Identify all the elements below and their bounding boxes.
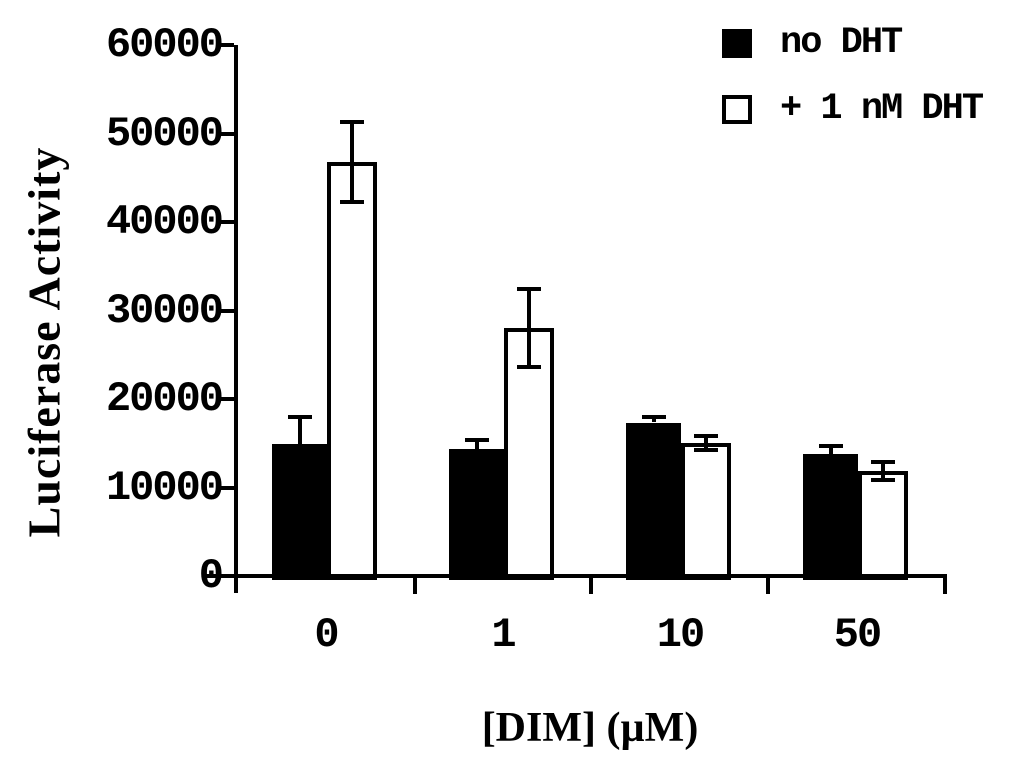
x-tick bbox=[589, 578, 593, 594]
error-bar-line bbox=[527, 290, 531, 366]
error-bar-line bbox=[652, 418, 656, 422]
x-tick-label: 0 bbox=[314, 611, 339, 659]
error-bar-cap-top bbox=[819, 444, 843, 448]
y-tick-label: 20000 bbox=[105, 375, 224, 423]
error-bar-line bbox=[704, 437, 708, 449]
error-bar-cap-top bbox=[340, 120, 364, 124]
error-bar-cap-bottom bbox=[340, 200, 364, 204]
error-bar-cap-top bbox=[642, 415, 666, 419]
y-tick bbox=[218, 220, 234, 224]
bar-no-dht-0 bbox=[272, 444, 327, 580]
error-bar-line bbox=[298, 418, 302, 445]
y-tick-label: 10000 bbox=[105, 464, 224, 512]
y-tick-label: 50000 bbox=[105, 110, 224, 158]
legend-label-dht: + 1 nM DHT bbox=[780, 88, 984, 130]
x-tick-label: 1 bbox=[491, 611, 516, 659]
y-axis-line bbox=[234, 45, 238, 593]
legend-item-no-dht: no DHT bbox=[722, 22, 982, 64]
error-bar-line bbox=[881, 463, 885, 479]
legend-swatch-filled-square-icon bbox=[722, 28, 752, 58]
x-axis-title: [DIM] (µM) bbox=[481, 705, 699, 751]
x-tick bbox=[766, 578, 770, 594]
y-tick bbox=[206, 574, 234, 578]
legend: no DHT + 1 nM DHT bbox=[722, 22, 984, 158]
x-axis-line bbox=[234, 574, 947, 578]
legend-swatch-open-square-icon bbox=[722, 94, 752, 124]
legend-label-no-dht: no DHT bbox=[780, 22, 903, 64]
y-tick-label: 40000 bbox=[105, 198, 224, 246]
error-bar-cap-top bbox=[871, 460, 895, 464]
error-bar-cap-top bbox=[288, 415, 312, 419]
error-bar-line bbox=[829, 447, 833, 454]
bar-no-dht-50 bbox=[803, 454, 858, 580]
y-tick bbox=[218, 132, 234, 136]
error-bar-line bbox=[475, 441, 479, 449]
y-tick-label: 60000 bbox=[105, 21, 224, 69]
error-bar-line bbox=[350, 123, 354, 201]
bar-dht-0 bbox=[327, 162, 377, 580]
y-tick-label: 30000 bbox=[105, 287, 224, 335]
y-tick bbox=[218, 43, 234, 47]
bar-dht-50 bbox=[858, 471, 908, 580]
legend-item-dht: + 1 nM DHT bbox=[722, 88, 984, 130]
y-tick-label: 0 bbox=[198, 552, 224, 600]
error-bar-cap-top bbox=[517, 287, 541, 291]
x-tick-label: 50 bbox=[833, 611, 882, 659]
y-tick bbox=[218, 397, 234, 401]
error-bar-cap-bottom bbox=[694, 448, 718, 452]
error-bar-cap-bottom bbox=[517, 365, 541, 369]
error-bar-cap-top bbox=[465, 438, 489, 442]
bar-dht-1 bbox=[504, 328, 554, 580]
bar-no-dht-10 bbox=[626, 423, 681, 580]
error-bar-cap-top bbox=[694, 434, 718, 438]
error-bar-cap-bottom bbox=[871, 478, 895, 482]
y-tick bbox=[218, 309, 234, 313]
x-tick-label: 10 bbox=[656, 611, 705, 659]
bar-dht-10 bbox=[681, 443, 731, 580]
y-tick bbox=[218, 486, 234, 490]
bar-no-dht-1 bbox=[449, 449, 504, 580]
x-tick bbox=[943, 578, 947, 594]
x-tick bbox=[413, 578, 417, 594]
